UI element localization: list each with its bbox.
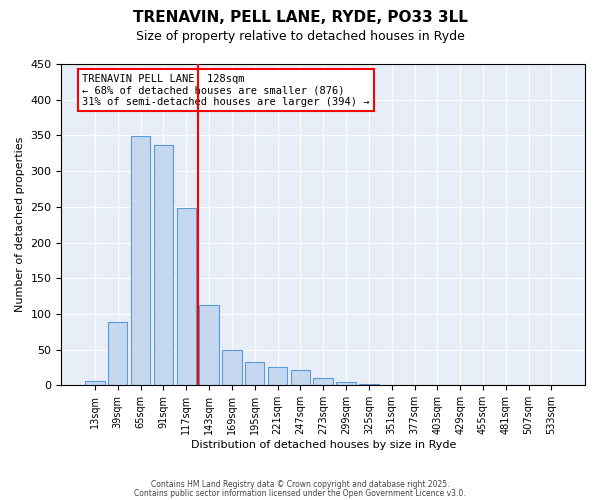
- Bar: [290, 370, 310, 386]
- X-axis label: Distribution of detached houses by size in Ryde: Distribution of detached houses by size …: [191, 440, 456, 450]
- Bar: [222, 350, 242, 386]
- Text: Contains public sector information licensed under the Open Government Licence v3: Contains public sector information licen…: [134, 489, 466, 498]
- Bar: [108, 322, 127, 386]
- Text: TRENAVIN, PELL LANE, RYDE, PO33 3LL: TRENAVIN, PELL LANE, RYDE, PO33 3LL: [133, 10, 467, 25]
- Bar: [199, 304, 219, 386]
- Text: Contains HM Land Registry data © Crown copyright and database right 2025.: Contains HM Land Registry data © Crown c…: [151, 480, 449, 489]
- Bar: [85, 381, 104, 386]
- Text: Size of property relative to detached houses in Ryde: Size of property relative to detached ho…: [136, 30, 464, 43]
- Bar: [176, 208, 196, 386]
- Bar: [268, 367, 287, 386]
- Bar: [337, 382, 356, 386]
- Bar: [359, 384, 379, 386]
- Bar: [154, 146, 173, 386]
- Bar: [313, 378, 333, 386]
- Bar: [245, 362, 265, 386]
- Bar: [131, 136, 150, 386]
- Bar: [382, 384, 401, 386]
- Text: TRENAVIN PELL LANE: 128sqm
← 68% of detached houses are smaller (876)
31% of sem: TRENAVIN PELL LANE: 128sqm ← 68% of deta…: [82, 74, 370, 107]
- Y-axis label: Number of detached properties: Number of detached properties: [15, 137, 25, 312]
